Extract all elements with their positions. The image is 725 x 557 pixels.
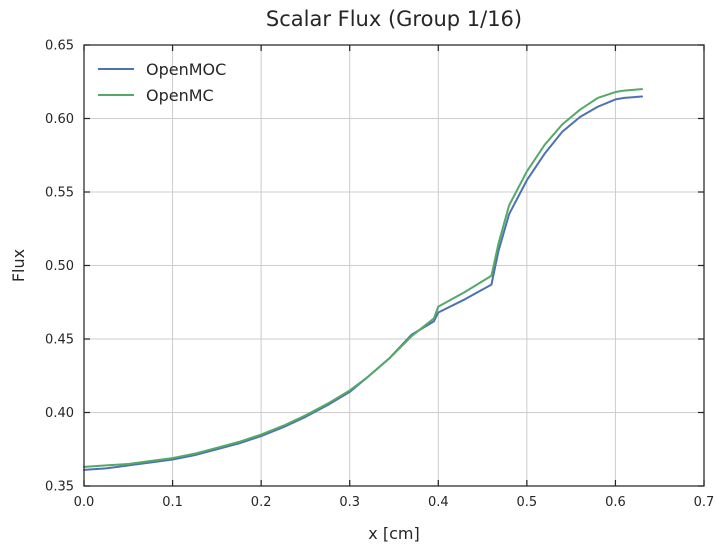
y-tick-label: 0.65 bbox=[45, 39, 74, 54]
x-axis-label: x [cm] bbox=[368, 524, 419, 543]
x-tick-label: 0.0 bbox=[74, 495, 95, 510]
chart-title: Scalar Flux (Group 1/16) bbox=[266, 7, 522, 31]
y-tick-label: 0.45 bbox=[45, 333, 74, 348]
legend-label-openmoc: OpenMOC bbox=[146, 60, 226, 79]
x-tick-label: 0.5 bbox=[517, 495, 538, 510]
x-tick-label: 0.7 bbox=[694, 495, 715, 510]
y-tick-label: 0.40 bbox=[45, 406, 74, 421]
y-tick-label: 0.50 bbox=[45, 259, 74, 274]
x-tick-label: 0.3 bbox=[339, 495, 360, 510]
legend-label-openmc: OpenMC bbox=[146, 86, 214, 105]
ticks: 0.0 0.1 0.2 0.3 0.4 0.5 0.6 0.7 0.35 0.40 0.45 0.50… bbox=[45, 39, 714, 511]
y-tick-label: 0.55 bbox=[45, 186, 74, 201]
series-group bbox=[83, 88, 643, 471]
y-tick-label: 0.60 bbox=[45, 112, 74, 127]
y-tick-label: 0.35 bbox=[45, 480, 74, 495]
series-line-openmc bbox=[83, 88, 643, 468]
x-tick-label: 0.4 bbox=[428, 495, 449, 510]
x-tick-label: 0.2 bbox=[251, 495, 272, 510]
grid bbox=[83, 44, 705, 487]
x-tick-label: 0.1 bbox=[162, 495, 183, 510]
y-axis-label: Flux bbox=[9, 249, 28, 282]
legend: OpenMOC OpenMC bbox=[98, 60, 226, 105]
x-tick-label: 0.6 bbox=[605, 495, 626, 510]
